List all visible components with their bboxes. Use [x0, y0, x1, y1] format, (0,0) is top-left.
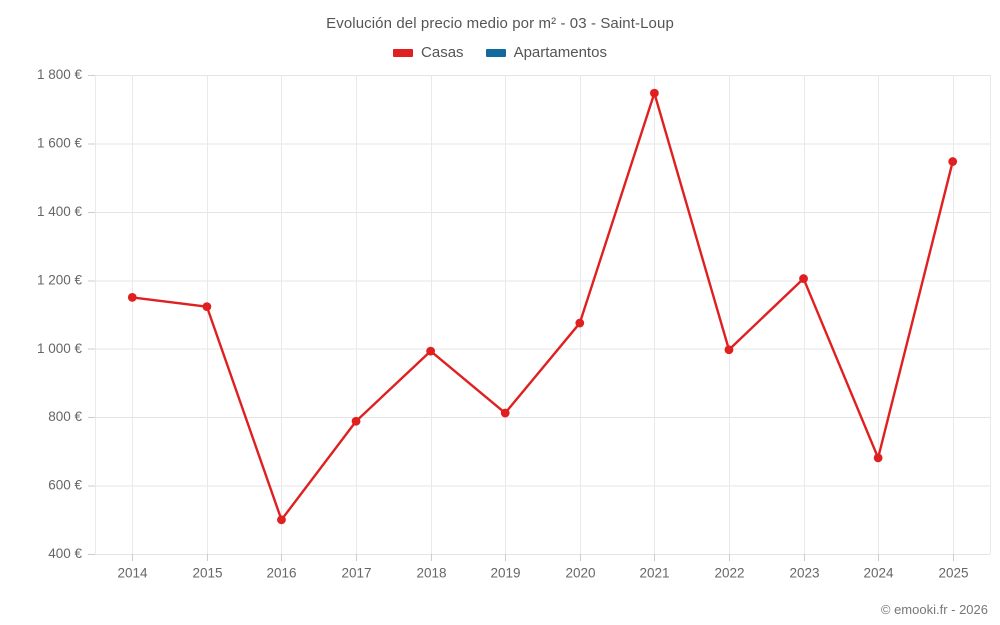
x-axis-tick-label: 2022 — [714, 566, 744, 581]
legend-color-swatch-casas — [393, 48, 414, 57]
legend-label-casas: Casas — [421, 44, 464, 61]
x-axis-tick-label: 2021 — [639, 566, 669, 581]
y-axis-tick-label: 1 000 € — [37, 341, 83, 356]
y-axis-labels: 1 800 € 1 600 € 1 400 € 1 200 € 1 000 € 800 €… — [37, 67, 83, 561]
data-point-marker[interactable] — [500, 408, 510, 418]
y-axis-tick-label: 1 200 € — [37, 272, 83, 287]
x-axis-tick-label: 2016 — [266, 566, 296, 581]
y-axis-tick-label: 600 € — [48, 478, 82, 493]
data-point-marker[interactable] — [202, 302, 212, 312]
data-point-marker[interactable] — [575, 318, 585, 328]
data-point-marker[interactable] — [277, 515, 286, 525]
x-axis-tick-label: 2015 — [192, 566, 222, 581]
x-axis-tick-label: 2019 — [490, 566, 520, 581]
y-axis-tick-label: 400 € — [48, 546, 82, 561]
data-point-marker[interactable] — [948, 157, 958, 166]
grid-layer — [88, 75, 991, 561]
y-axis-tick-label: 1 800 € — [37, 67, 83, 82]
data-series-layer — [127, 88, 958, 525]
data-point-marker[interactable] — [426, 346, 436, 356]
data-point-marker[interactable] — [351, 416, 361, 426]
legend-label-apartamentos: Apartamentos — [513, 44, 607, 61]
y-axis-tick-label: 1 600 € — [37, 135, 83, 150]
x-axis-tick-label: 2023 — [789, 566, 819, 581]
legend-color-swatch-apartamentos — [485, 48, 506, 57]
chart-legend: Casas Apartamentos — [0, 44, 1000, 61]
x-axis-labels: 2014 2015 2016 2017 2018 2019 2020 2021 2022 2023… — [117, 566, 968, 581]
data-point-marker[interactable] — [649, 88, 659, 98]
y-axis-tick-label: 1 400 € — [37, 204, 83, 219]
data-point-marker[interactable] — [799, 274, 808, 283]
data-point-marker[interactable] — [127, 292, 137, 302]
y-axis-tick-label: 800 € — [48, 409, 82, 424]
data-point-marker[interactable] — [724, 345, 734, 355]
series-line-casas — [131, 91, 954, 521]
credit-footer: © emooki.fr - 2026 — [880, 602, 988, 617]
legend-item-apartamentos[interactable]: Apartamentos — [485, 44, 607, 61]
chart-title: Evolución del precio medio por m² - 03 -… — [326, 15, 674, 32]
x-axis-tick-label: 2025 — [938, 566, 968, 581]
legend-item-casas[interactable]: Casas — [393, 44, 464, 61]
x-axis-tick-label: 2017 — [341, 566, 371, 581]
data-point-marker[interactable] — [873, 453, 883, 463]
x-axis-tick-label: 2014 — [117, 566, 148, 581]
x-axis-tick-label: 2018 — [416, 566, 446, 581]
x-axis-tick-label: 2024 — [863, 566, 894, 581]
x-axis-tick-label: 2020 — [565, 566, 595, 581]
